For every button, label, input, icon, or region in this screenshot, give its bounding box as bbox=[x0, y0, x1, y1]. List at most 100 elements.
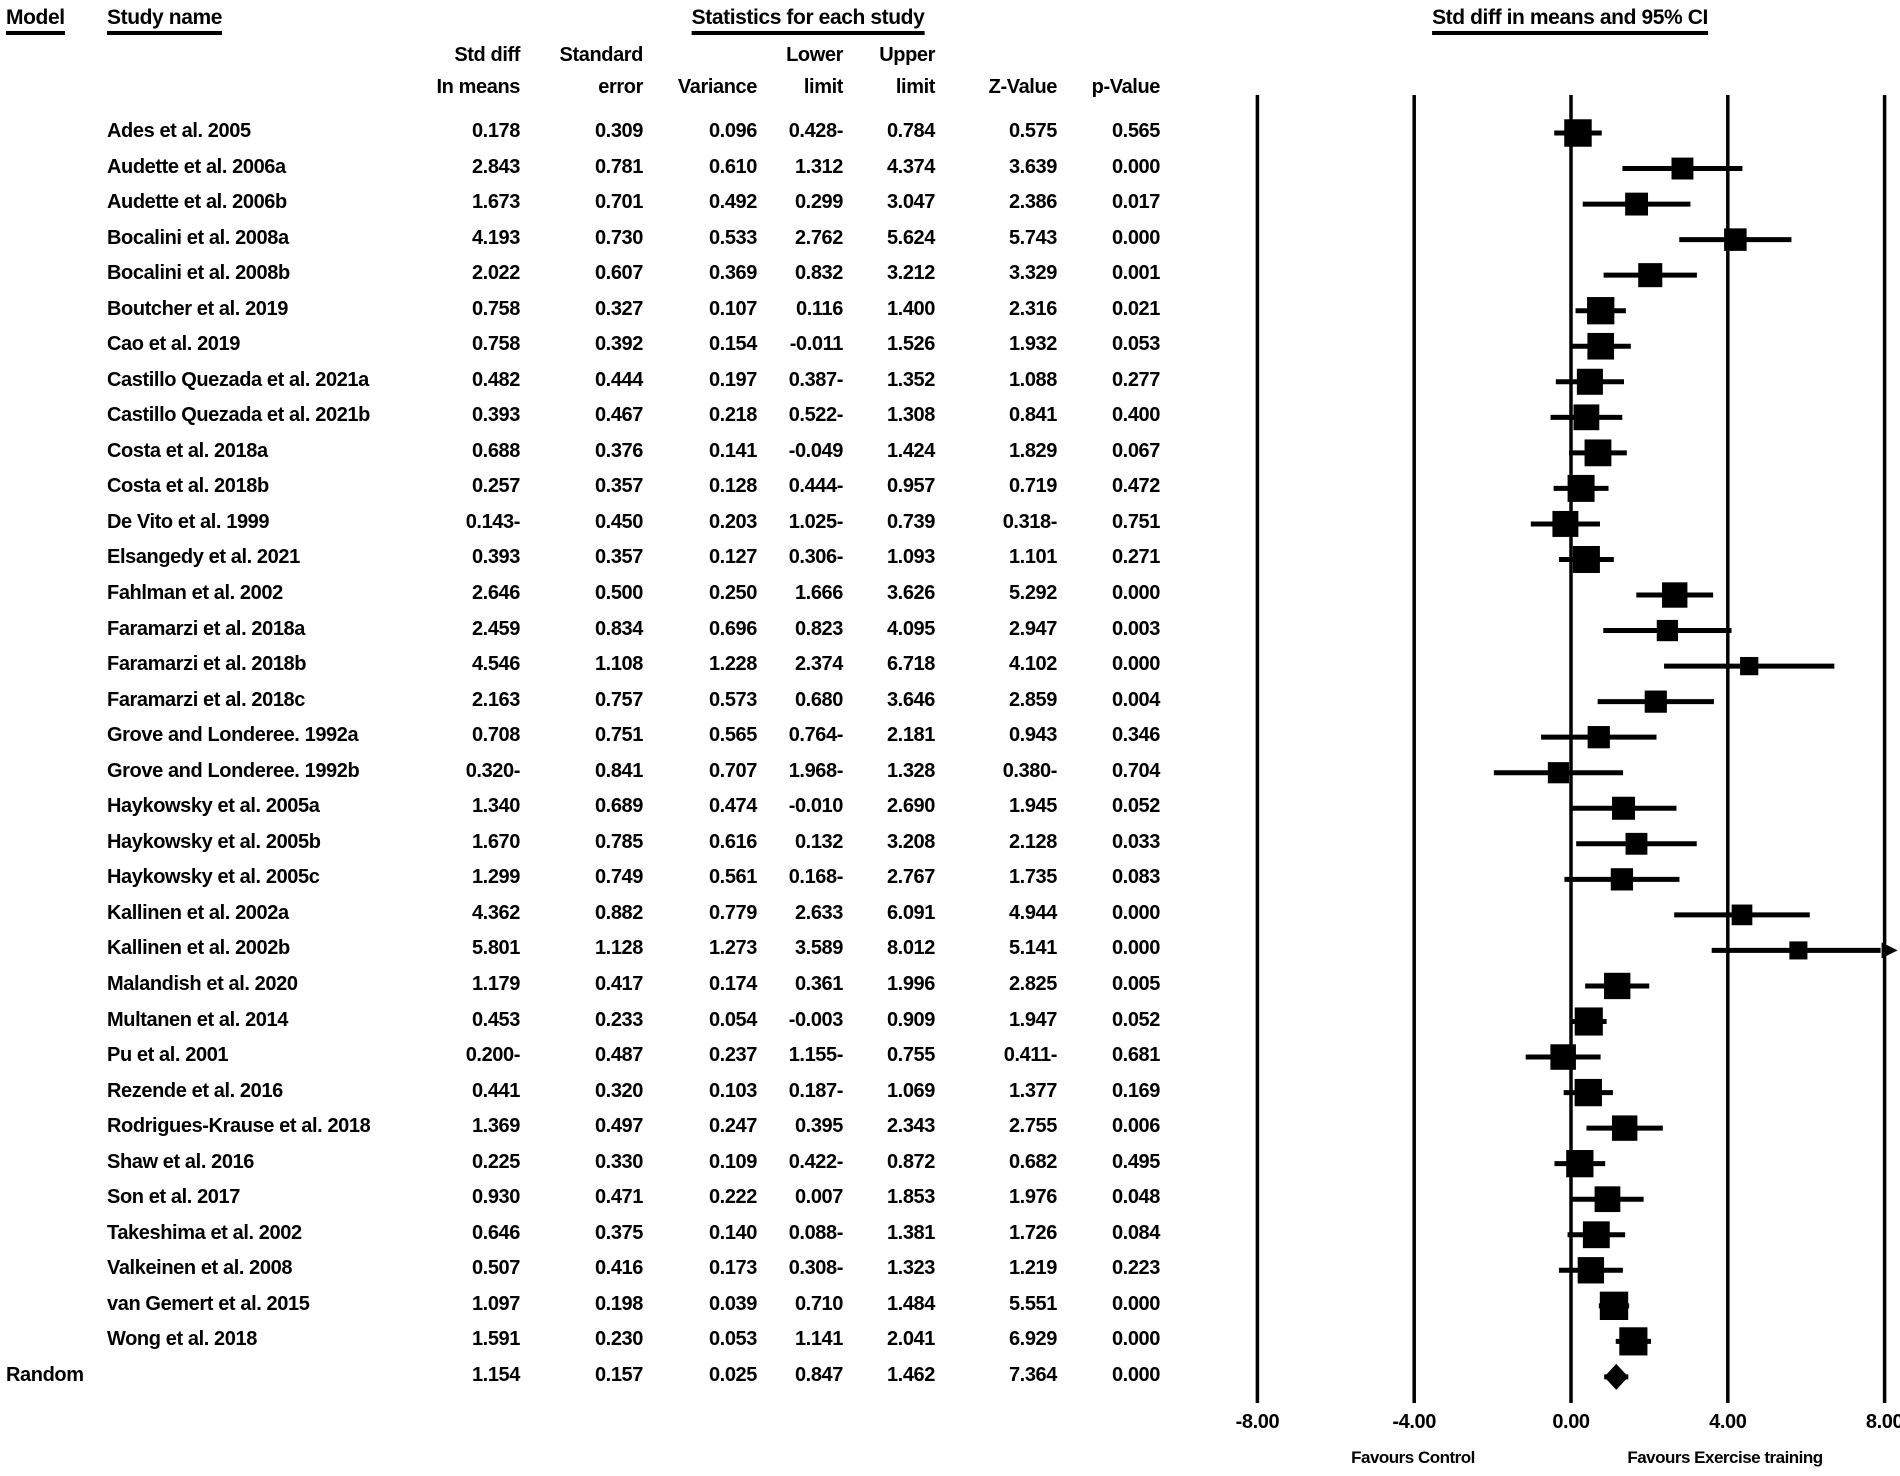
stat-cell-p-value: 0.053 bbox=[1111, 333, 1160, 356]
plot-title: Std diff in means and 95% CI bbox=[1432, 6, 1708, 35]
table-row: Wong et al. 2018 1.591 0.230 0.053 1.141 2.04… bbox=[0, 1328, 1900, 1354]
stat-cell-upper-limit: 2.690 bbox=[886, 795, 935, 818]
stat-cell-p-value: 0.003 bbox=[1111, 617, 1160, 640]
stat-cell-z-value: 2.316 bbox=[1008, 297, 1057, 320]
stat-cell-upper-limit: 3.208 bbox=[886, 830, 935, 853]
table-row: Haykowsky et al. 2005b 1.670 0.785 0.616 0.1… bbox=[0, 831, 1900, 857]
study-name-cell: Fahlman et al. 2002 bbox=[107, 582, 283, 605]
stat-cell-upper-limit: 2.041 bbox=[886, 1328, 935, 1351]
stat-cell-variance: 0.109 bbox=[708, 1150, 757, 1173]
study-name-cell: Kallinen et al. 2002a bbox=[107, 901, 289, 924]
stat-cell-upper-limit: 0.957 bbox=[886, 475, 935, 498]
stat-cell-std-diff-in-means: 0.257 bbox=[471, 475, 520, 498]
stat-cell-p-value: 0.017 bbox=[1111, 191, 1160, 214]
stat-cell-std-diff-in-means: 0.507 bbox=[471, 1257, 520, 1280]
stat-cell-std-diff-in-means: 0.688 bbox=[471, 439, 520, 462]
stat-cell-standard-error: 0.330 bbox=[594, 1150, 643, 1173]
table-row: Valkeinen et al. 2008 0.507 0.416 0.173 0.30… bbox=[0, 1257, 1900, 1283]
table-row: Faramarzi et al. 2018b 4.546 1.108 1.228 2.3… bbox=[0, 653, 1900, 679]
study-name-cell: Pu et al. 2001 bbox=[107, 1044, 229, 1067]
stat-cell-lower-limit: 0.428- bbox=[788, 120, 844, 142]
stat-cell-upper-limit: 4.374 bbox=[886, 155, 935, 178]
stat-cell-standard-error: 0.751 bbox=[594, 724, 643, 747]
stat-cell-standard-error: 0.417 bbox=[594, 972, 643, 995]
stat-cell-upper-limit: 2.343 bbox=[886, 1115, 935, 1138]
table-row: Kallinen et al. 2002b 5.801 1.128 1.273 3.58… bbox=[0, 937, 1900, 963]
stat-cell-std-diff-in-means: 0.393 bbox=[471, 546, 520, 569]
stat-cell-standard-error: 0.320 bbox=[594, 1079, 643, 1102]
stat-cell-upper-limit: 2.767 bbox=[886, 866, 935, 889]
table-row: Cao et al. 2019 0.758 0.392 0.154 -0.011 1.52… bbox=[0, 333, 1900, 359]
study-name-cell: Faramarzi et al. 2018b bbox=[107, 653, 307, 676]
stat-cell-upper-limit: 0.784 bbox=[886, 120, 935, 142]
stat-cell-p-value: 0.751 bbox=[1111, 510, 1160, 533]
stat-cell-z-value: 2.947 bbox=[1008, 617, 1057, 640]
stat-cell-upper-limit: 1.462 bbox=[886, 1363, 935, 1386]
stat-cell-lower-limit: 1.155- bbox=[788, 1044, 844, 1067]
stat-cell-lower-limit: 3.589 bbox=[794, 937, 843, 960]
stat-cell-p-value: 0.271 bbox=[1111, 546, 1160, 569]
study-name-cell: Elsangedy et al. 2021 bbox=[107, 546, 300, 569]
stat-cell-standard-error: 0.230 bbox=[594, 1328, 643, 1351]
stat-cell-p-value: 0.021 bbox=[1111, 297, 1160, 320]
stat-cell-variance: 0.173 bbox=[708, 1257, 757, 1280]
stat-cell-p-value: 0.000 bbox=[1111, 155, 1160, 178]
study-name-cell: Takeshima et al. 2002 bbox=[107, 1221, 302, 1244]
stat-cell-variance: 0.616 bbox=[708, 830, 757, 853]
stat-cell-upper-limit: 1.323 bbox=[886, 1257, 935, 1280]
stat-cell-variance: 0.197 bbox=[708, 368, 757, 391]
stat-cell-z-value: 4.944 bbox=[1008, 901, 1057, 924]
stat-cell-std-diff-in-means: 0.200- bbox=[465, 1044, 521, 1067]
stat-cell-standard-error: 0.375 bbox=[594, 1221, 643, 1244]
stat-cell-p-value: 0.400 bbox=[1111, 404, 1160, 427]
stat-cell-lower-limit: 1.666 bbox=[794, 582, 843, 605]
stat-cell-standard-error: 0.444 bbox=[594, 368, 643, 391]
table-row: Multanen et al. 2014 0.453 0.233 0.054 -0.00… bbox=[0, 1009, 1900, 1035]
stat-cell-standard-error: 0.471 bbox=[594, 1186, 643, 1209]
table-row: Boutcher et al. 2019 0.758 0.327 0.107 0.116… bbox=[0, 298, 1900, 324]
stat-cell-p-value: 0.005 bbox=[1111, 972, 1160, 995]
stat-cell-lower-limit: 1.025- bbox=[788, 510, 844, 533]
table-row: Bocalini et al. 2008a 4.193 0.730 0.533 2.76… bbox=[0, 227, 1900, 253]
study-name-cell: Rezende et al. 2016 bbox=[107, 1079, 283, 1102]
stat-cell-z-value: 1.101 bbox=[1008, 546, 1057, 569]
stat-cell-std-diff-in-means: 1.340 bbox=[471, 795, 520, 818]
stat-cell-std-diff-in-means: 2.459 bbox=[471, 617, 520, 640]
summary-row: Random 1.154 0.157 0.025 0.847 1.462 7.364 0.00… bbox=[0, 1364, 1900, 1390]
table-row: Bocalini et al. 2008b 2.022 0.607 0.369 0.83… bbox=[0, 262, 1900, 288]
stat-cell-variance: 0.369 bbox=[708, 262, 757, 285]
stat-cell-upper-limit: 3.646 bbox=[886, 688, 935, 711]
stat-cell-z-value: 2.825 bbox=[1008, 972, 1057, 995]
stat-cell-lower-limit: 1.312 bbox=[794, 155, 843, 178]
table-row: Grove and Londeree. 1992b 0.320- 0.841 0.70… bbox=[0, 760, 1900, 786]
stat-cell-upper-limit: 1.069 bbox=[886, 1079, 935, 1102]
stat-cell-variance: 0.025 bbox=[708, 1363, 757, 1386]
stat-cell-variance: 0.107 bbox=[708, 297, 757, 320]
x-axis-tick-label: 0.00 bbox=[1552, 1411, 1590, 1433]
stat-cell-variance: 0.573 bbox=[708, 688, 757, 711]
stat-cell-upper-limit: 0.739 bbox=[886, 510, 935, 533]
stat-cell-standard-error: 0.607 bbox=[594, 262, 643, 285]
table-row: Audette et al. 2006a 2.843 0.781 0.610 1.312… bbox=[0, 156, 1900, 182]
stat-cell-standard-error: 0.233 bbox=[594, 1008, 643, 1031]
stat-cell-lower-limit: -0.010 bbox=[788, 795, 844, 818]
stat-cell-z-value: 1.947 bbox=[1008, 1008, 1057, 1031]
stat-cell-p-value: 0.472 bbox=[1111, 475, 1160, 498]
col-header-upper-limit-line1: Upper bbox=[879, 44, 935, 66]
stat-cell-std-diff-in-means: 0.441 bbox=[471, 1079, 520, 1102]
stat-cell-std-diff-in-means: 4.193 bbox=[471, 226, 520, 249]
stat-cell-z-value: 7.364 bbox=[1008, 1363, 1057, 1386]
stat-cell-variance: 0.103 bbox=[708, 1079, 757, 1102]
stat-cell-variance: 0.127 bbox=[708, 546, 757, 569]
stat-cell-p-value: 0.681 bbox=[1111, 1044, 1160, 1067]
stat-cell-variance: 0.561 bbox=[708, 866, 757, 889]
study-name-cell: Valkeinen et al. 2008 bbox=[107, 1257, 293, 1280]
stat-cell-p-value: 0.000 bbox=[1111, 653, 1160, 676]
stat-cell-standard-error: 0.327 bbox=[594, 297, 643, 320]
stat-cell-standard-error: 0.487 bbox=[594, 1044, 643, 1067]
stat-cell-lower-limit: 1.141 bbox=[794, 1328, 843, 1351]
stat-cell-std-diff-in-means: 2.843 bbox=[471, 155, 520, 178]
stat-cell-upper-limit: 4.095 bbox=[886, 617, 935, 640]
stat-cell-upper-limit: 1.308 bbox=[886, 404, 935, 427]
